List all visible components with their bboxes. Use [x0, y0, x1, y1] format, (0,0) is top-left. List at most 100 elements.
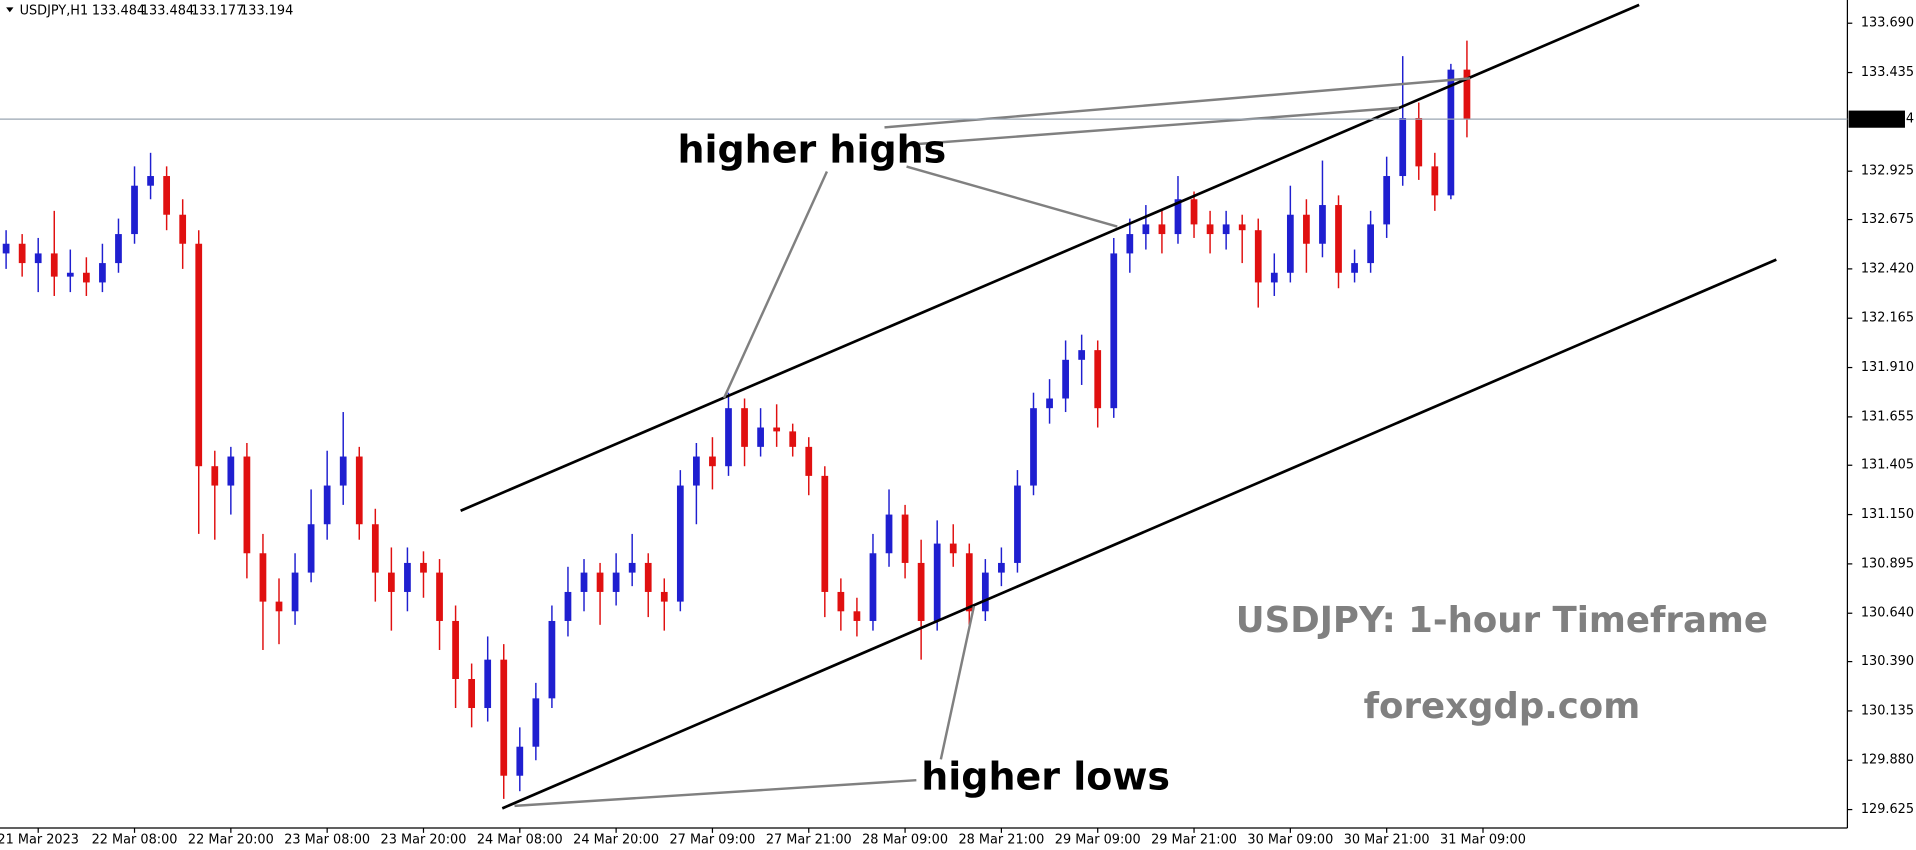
y-tick-label: 130.135	[1861, 703, 1914, 718]
candle-body	[965, 553, 973, 612]
header-low: 133.177	[191, 4, 244, 19]
x-tick-label: 23 Mar 20:00	[381, 833, 467, 848]
y-tick-label: 132.925	[1861, 164, 1914, 179]
x-tick-label: 29 Mar 21:00	[1151, 833, 1237, 848]
y-tick-label: 129.625	[1861, 802, 1914, 817]
candle-body	[1286, 214, 1294, 273]
y-tick-label: 133.435	[1861, 65, 1914, 80]
candle-body	[211, 466, 219, 486]
y-tick-label: 132.675	[1861, 212, 1914, 227]
candle-body	[66, 272, 74, 277]
candle-body	[1110, 253, 1118, 409]
x-tick-label: 23 Mar 08:00	[284, 833, 370, 848]
site-label: forexgdp.com	[1364, 686, 1641, 727]
candle-body	[163, 176, 171, 215]
pointer	[906, 165, 1118, 228]
candle-body	[933, 543, 941, 621]
candle-body	[34, 253, 42, 264]
x-tick-label: 24 Mar 20:00	[573, 833, 659, 848]
candle-body	[1238, 224, 1246, 231]
candle-body	[564, 591, 572, 621]
candle-body	[355, 456, 363, 525]
candle-body	[676, 485, 684, 602]
candle-body	[1303, 214, 1310, 244]
candle-body	[371, 524, 379, 573]
annotation-higher-highs: higher highs	[677, 127, 946, 171]
candle-body	[1094, 350, 1102, 409]
candle-body	[339, 456, 347, 486]
candle-body	[853, 611, 861, 621]
candle-body	[307, 524, 315, 573]
y-tick-label: 129.880	[1861, 753, 1914, 768]
candle-body	[885, 514, 893, 554]
y-tick-label: 131.655	[1861, 409, 1914, 424]
header-close: 133.194	[240, 4, 293, 19]
y-tick-label: 132.165	[1861, 311, 1914, 326]
candle-body	[436, 572, 443, 621]
candle-body	[1014, 485, 1021, 563]
candle-body	[516, 746, 524, 776]
x-tick-label: 29 Mar 09:00	[1055, 833, 1141, 848]
candle-body	[1351, 263, 1358, 273]
candle-body	[468, 678, 476, 709]
candle-body	[596, 572, 604, 592]
candle-body	[420, 562, 427, 573]
x-tick-label: 21 Mar 2023	[0, 833, 79, 848]
candle-body	[1046, 398, 1053, 409]
x-tick-label: 22 Mar 20:00	[188, 833, 274, 848]
candle-body	[259, 553, 267, 602]
candle-body	[388, 572, 395, 592]
candle-body	[532, 698, 540, 747]
header-high: 133.484	[141, 4, 194, 19]
candle-body	[1383, 176, 1391, 225]
candle-body	[998, 562, 1005, 573]
x-tick-label: 28 Mar 09:00	[862, 833, 948, 848]
candle-body	[1062, 359, 1069, 399]
candle-body	[628, 562, 636, 573]
candle-body	[612, 572, 620, 592]
candle-body	[1078, 350, 1086, 360]
y-tick-label: 131.405	[1861, 458, 1914, 473]
x-tick-label: 27 Mar 21:00	[766, 833, 852, 848]
candle-body	[1142, 224, 1150, 235]
pointer	[514, 778, 917, 808]
y-tick-label: 133.690	[1861, 16, 1914, 31]
x-tick-label: 30 Mar 21:00	[1344, 833, 1430, 848]
candle-body	[1126, 234, 1134, 254]
candle-body	[50, 253, 58, 277]
candle-body	[99, 263, 106, 283]
candle-body	[821, 475, 829, 592]
y-tick-label: 132.420	[1861, 261, 1914, 276]
candle-body	[789, 431, 797, 447]
candle-body	[1399, 118, 1407, 177]
candle-body	[773, 427, 781, 432]
candle-body	[243, 456, 251, 554]
pointer	[939, 606, 976, 760]
candle-body	[660, 591, 668, 602]
y-tick-label: 130.640	[1861, 606, 1914, 621]
candle-body	[917, 562, 925, 621]
candle-body	[1319, 205, 1326, 244]
candle-body	[1367, 224, 1374, 264]
candle-body	[18, 243, 26, 264]
candle-body	[949, 543, 957, 554]
header-symbol: USDJPY,H1	[20, 4, 89, 19]
candle-body	[901, 514, 909, 563]
x-tick-label: 27 Mar 09:00	[670, 833, 756, 848]
header-open: 133.484	[92, 4, 145, 19]
candle-body	[1335, 205, 1342, 273]
candle-body	[869, 553, 877, 621]
candle-body	[291, 572, 299, 612]
candle-body	[805, 446, 813, 476]
candle-body	[1158, 224, 1166, 235]
candle-body	[195, 243, 203, 467]
candle-body	[644, 562, 652, 592]
candle-body	[1447, 69, 1455, 196]
annotation-higher-lows: higher lows	[921, 754, 1170, 798]
plot-area	[2, 40, 1471, 799]
header-arrow	[6, 7, 14, 13]
x-tick-label: 22 Mar 08:00	[92, 833, 178, 848]
y-tick-label: 130.390	[1861, 654, 1914, 669]
y-tick-label: 131.910	[1861, 360, 1914, 375]
